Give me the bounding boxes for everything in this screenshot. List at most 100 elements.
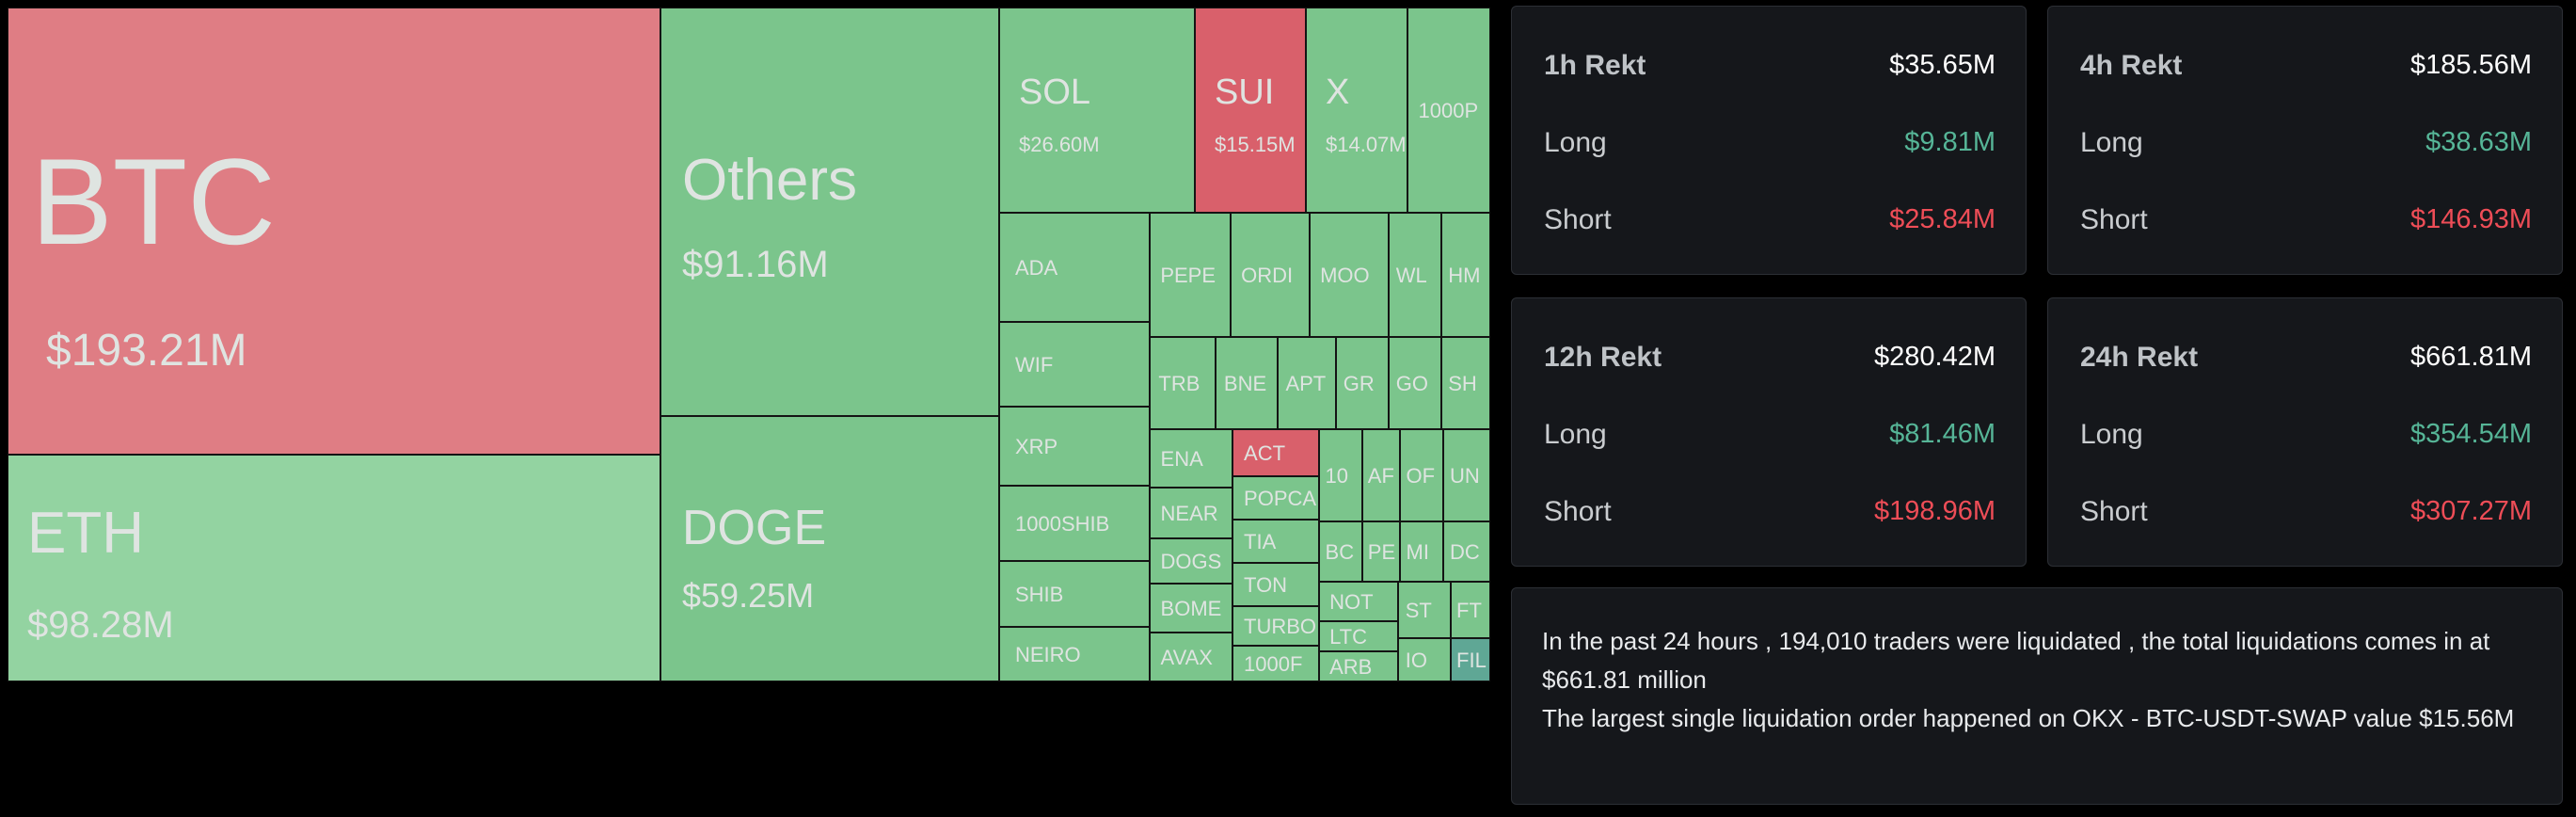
card-short-row: Short $307.27M — [2080, 496, 2532, 534]
tile-symbol: SH — [1448, 372, 1477, 395]
treemap-tile-apt[interactable]: APT — [1278, 337, 1336, 429]
treemap-tile-tia[interactable]: TIA — [1232, 520, 1319, 563]
tile-symbol: TIA — [1244, 530, 1277, 553]
treemap-tile-ena[interactable]: ENA — [1150, 429, 1232, 488]
tile-symbol: TRB — [1158, 372, 1201, 395]
treemap-tile-others[interactable]: Others $91.16M — [660, 8, 999, 416]
treemap-tile-af[interactable]: AF — [1362, 429, 1400, 521]
tile-value: $193.21M — [46, 326, 247, 376]
treemap-tile-neiro[interactable]: NEIRO — [999, 627, 1150, 681]
treemap-tile-not[interactable]: NOT — [1319, 582, 1398, 621]
treemap-tile-xrp[interactable]: XRP — [999, 407, 1150, 486]
card-long-row-amount: $9.81M — [1904, 127, 1996, 157]
treemap-tile-bne[interactable]: BNE — [1216, 337, 1278, 429]
treemap-tile-ft[interactable]: FT — [1451, 582, 1490, 638]
treemap-tile-bc[interactable]: BC — [1319, 521, 1362, 582]
card-header: 24h Rekt $661.81M — [2080, 342, 2532, 379]
tile-symbol: SOL — [1019, 72, 1091, 112]
treemap-tile-mi[interactable]: MI — [1400, 521, 1443, 582]
tile-value: $59.25M — [682, 576, 815, 615]
treemap-tile-ltc[interactable]: LTC — [1319, 621, 1398, 651]
tile-symbol: APT — [1285, 372, 1327, 395]
tile-symbol: POPCA — [1244, 487, 1317, 510]
tile-value: $91.16M — [682, 244, 829, 285]
card-short-row-label: Short — [1544, 496, 1612, 527]
tile-symbol: ENA — [1160, 447, 1203, 471]
card-header: 12h Rekt $280.42M — [1544, 342, 1996, 379]
rekt-card-4h: 4h Rekt $185.56M Long $38.63M Short $146.93M — [2047, 6, 2563, 275]
tile-symbol: SHIB — [1015, 583, 1064, 606]
treemap-tile-1000p[interactable]: 1000P — [1407, 8, 1490, 213]
treemap-tile-trb[interactable]: TRB — [1150, 337, 1216, 429]
rekt-card-24h: 24h Rekt $661.81M Long $354.54M Short $307.27… — [2047, 297, 2563, 567]
tile-symbol: X — [1326, 72, 1350, 112]
tile-symbol: PE — [1367, 540, 1396, 564]
treemap-tile-near[interactable]: NEAR — [1150, 488, 1232, 538]
treemap-tile-avax[interactable]: AVAX — [1150, 633, 1232, 681]
treemap-tile-ada[interactable]: ADA — [999, 213, 1150, 322]
card-long-row-amount: $354.54M — [2410, 419, 2532, 449]
card-short-row-label: Short — [2080, 204, 2148, 235]
treemap-tile-un[interactable]: UN — [1443, 429, 1490, 521]
card-short-row: Short $146.93M — [2080, 204, 2532, 242]
tile-symbol: 1000F — [1244, 652, 1303, 676]
treemap-tile-gr[interactable]: GR — [1336, 337, 1389, 429]
tile-symbol: GR — [1343, 372, 1375, 395]
treemap-tile-turbo[interactable]: TURBO — [1232, 606, 1319, 646]
treemap-tile-10[interactable]: 10 — [1319, 429, 1362, 521]
summary-line-2: The largest single liquidation order hap… — [1542, 704, 2515, 732]
treemap-tile-1000shib[interactable]: 1000SHIB — [999, 486, 1150, 561]
treemap-tile-pe[interactable]: PE — [1362, 521, 1400, 582]
treemap-tile-ton[interactable]: TON — [1232, 563, 1319, 606]
tile-symbol: FIL — [1456, 649, 1487, 672]
tile-symbol: OF — [1406, 464, 1436, 488]
treemap-tile-arb[interactable]: ARB — [1319, 651, 1398, 681]
tile-symbol: NEIRO — [1015, 643, 1081, 666]
tile-symbol: DOGS — [1160, 550, 1222, 573]
card-short-row-amount: $25.84M — [1889, 204, 1996, 234]
treemap-tile-doge[interactable]: DOGE $59.25M — [660, 416, 999, 681]
treemap-tile-sol[interactable]: SOL $26.60M — [999, 8, 1195, 213]
tile-symbol: WL — [1395, 264, 1427, 287]
treemap-tile-ordi[interactable]: ORDI — [1231, 213, 1310, 337]
treemap-tile-1000f[interactable]: 1000F — [1232, 646, 1319, 681]
card-long-row-label: Long — [1544, 127, 1607, 158]
tile-value: $98.28M — [27, 604, 174, 646]
treemap-tile-wl[interactable]: WL — [1389, 213, 1441, 337]
treemap-tile-act[interactable]: ACT — [1232, 429, 1319, 476]
tile-symbol: ETH — [27, 501, 144, 566]
treemap-tile-st[interactable]: ST — [1398, 582, 1451, 638]
treemap-tile-btc[interactable]: BTC $193.21M — [8, 8, 660, 455]
card-long-row: Long $354.54M — [2080, 419, 2532, 457]
treemap-tile-dogs[interactable]: DOGS — [1150, 538, 1232, 584]
card-short-row-label: Short — [1544, 204, 1612, 235]
treemap-tile-popca[interactable]: POPCA — [1232, 476, 1319, 520]
treemap-tile-wif[interactable]: WIF — [999, 322, 1150, 407]
tile-symbol: FT — [1456, 599, 1482, 622]
treemap-tile-moo[interactable]: MOO — [1310, 213, 1389, 337]
card-long-row: Long $9.81M — [1544, 127, 1996, 165]
treemap-tile-or[interactable]: OF — [1400, 429, 1443, 521]
tile-symbol: LTC — [1329, 625, 1368, 649]
tile-symbol: TURBO — [1244, 615, 1317, 638]
treemap-tile-go[interactable]: GO — [1389, 337, 1441, 429]
treemap-tile-eth[interactable]: ETH $98.28M — [8, 455, 660, 681]
treemap-tile-hm[interactable]: HM — [1441, 213, 1490, 337]
tile-symbol: BNE — [1223, 372, 1267, 395]
treemap-tile-sui[interactable]: SUI $15.15M — [1195, 8, 1306, 213]
tile-symbol: BTC — [31, 133, 276, 270]
treemap-tile-sh[interactable]: SH — [1441, 337, 1490, 429]
treemap-tile-shib[interactable]: SHIB — [999, 561, 1150, 627]
tile-symbol: AF — [1367, 464, 1394, 488]
treemap-tile-fil[interactable]: FIL — [1451, 638, 1490, 681]
treemap-tile-io[interactable]: IO — [1398, 638, 1451, 681]
tile-symbol: WIF — [1015, 353, 1054, 376]
tile-symbol: UN — [1450, 464, 1480, 488]
card-short-row-label: Short — [2080, 496, 2148, 527]
treemap-tile-x[interactable]: X $14.07M — [1306, 8, 1407, 213]
treemap-tile-pepe[interactable]: PEPE — [1150, 213, 1231, 337]
treemap-tile-dc[interactable]: DC — [1443, 521, 1490, 582]
treemap-tile-bome[interactable]: BOME — [1150, 584, 1232, 633]
card-header-label: 24h Rekt — [2080, 342, 2199, 373]
tile-symbol: ST — [1405, 599, 1432, 622]
